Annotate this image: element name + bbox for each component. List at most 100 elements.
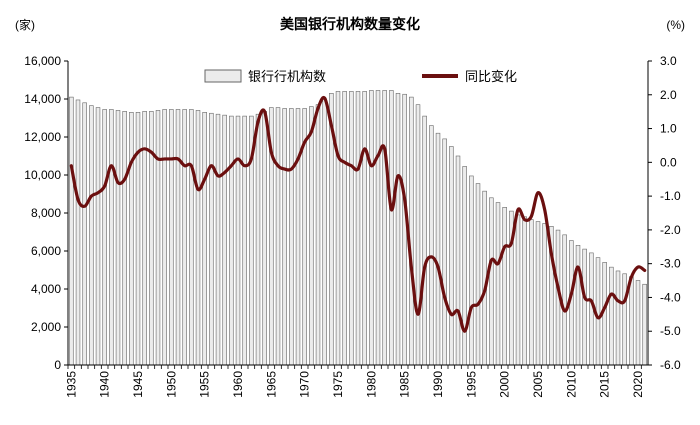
bar-1944 [129,112,134,366]
right-tick-label: -5.0 [660,324,681,338]
x-tick-label: 1935 [64,371,78,398]
bar-2017 [615,270,621,366]
x-tick-label: 1950 [164,371,178,398]
bar-1961 [242,115,247,366]
x-tick-label: 2010 [564,371,578,398]
bar-1938 [89,105,94,366]
x-tick-label: 2015 [598,371,612,398]
bar-1960 [235,115,241,366]
bar-2006 [542,223,547,366]
x-tick-label: 1940 [98,371,112,398]
right-tick-label: 0.0 [660,155,677,169]
right-tick-label: -1.0 [660,189,681,203]
bar-1983 [389,90,394,366]
x-tick-label: 1985 [398,371,412,398]
bar-2021 [642,283,647,366]
bar-2012 [582,248,587,366]
x-tick-label: 1965 [264,371,278,398]
left-tick-label: 8,000 [31,206,61,220]
right-tick-label: 3.0 [660,54,677,68]
yoy-change-line [69,95,647,333]
bar-1980 [369,90,374,366]
bar-1979 [362,91,367,366]
x-tick-label: 2000 [498,371,512,398]
bar-1956 [209,112,214,366]
bar-1952 [182,109,187,366]
left-tick-label: 12,000 [24,130,61,144]
bar-1942 [115,110,121,366]
bar-2016 [609,266,614,366]
bar-2003 [522,216,527,366]
bar-1992 [449,146,454,366]
bar-1972 [315,104,321,366]
left-tick-label: 2,000 [31,320,61,334]
bar-1984 [395,93,401,366]
bar-1993 [455,155,461,366]
bar-1998 [489,197,494,366]
bar-1990 [435,132,441,366]
bar-1940 [102,109,107,366]
right-tick-label: -3.0 [660,257,681,271]
right-tick-label: 1.0 [660,122,677,136]
bar-1976 [342,91,347,366]
bar-1958 [222,114,227,366]
bar-1963 [255,113,261,366]
bar-2004 [529,219,534,366]
bar-1936 [75,99,81,366]
x-tick-label: 1980 [364,371,378,398]
bar-2005 [535,221,541,366]
bar-1948 [155,110,161,366]
right-axis-unit: (%) [666,18,685,32]
x-tick-label: 1990 [431,371,445,398]
chart-title: 美国银行机构数量变化 [280,16,420,32]
bar-1935 [69,96,74,366]
bar-1978 [355,91,361,366]
bar-1975 [335,91,341,366]
legend: 银行行机构数 同比变化 [204,69,517,84]
bar-1971 [309,106,314,366]
bar-1988 [422,115,427,366]
x-tick-label: 1945 [131,371,145,398]
bar-2009 [562,234,567,366]
bar-series [69,90,647,366]
bar-1995 [469,175,474,366]
x-tick-label: 2005 [531,371,545,398]
left-tick-label: 4,000 [31,282,61,296]
bar-1967 [282,108,287,366]
legend-bar-label: 银行行机构数 [248,69,326,84]
bar-1981 [375,90,381,366]
left-tick-label: 16,000 [24,54,61,68]
x-tick-label: 1975 [331,371,345,398]
bar-1949 [162,109,167,366]
left-axis-unit: (家) [15,17,35,32]
right-tick-label: 2.0 [660,88,677,102]
bar-1954 [195,110,201,366]
bar-1991 [442,138,447,366]
right-tick-label: -2.0 [660,223,681,237]
bar-1953 [189,109,194,366]
legend-bar-swatch [204,69,242,83]
bar-1939 [95,107,101,366]
left-tick-label: 14,000 [24,92,61,106]
bar-1987 [415,104,421,366]
bar-2002 [515,214,521,366]
x-tick-label: 1995 [464,371,478,398]
bar-2018 [622,273,627,366]
left-tick-label: 6,000 [31,244,61,258]
x-axis-ticks: 1935 1940 1945 1950 1955 1960 1965 1970 1975 1980… [64,365,645,398]
bar-2020 [635,280,641,366]
bar-1950 [169,109,174,366]
right-axis-ticks: -6.0 -5.0 -4.0 -3.0 -2.0 -1.0 0.0 1.0 2.0 3.0 [648,54,681,372]
left-tick-label: 0 [54,358,61,372]
bar-1969 [295,108,301,366]
bar-1955 [202,112,207,366]
bar-1957 [215,113,221,366]
bar-1937 [82,102,87,366]
right-tick-label: -6.0 [660,358,681,372]
bar-1951 [175,109,181,366]
bar-1973 [322,98,327,366]
bar-1959 [229,115,234,366]
bar-2000 [502,207,507,366]
bar-1999 [495,202,501,366]
x-tick-label: 1970 [298,371,312,398]
